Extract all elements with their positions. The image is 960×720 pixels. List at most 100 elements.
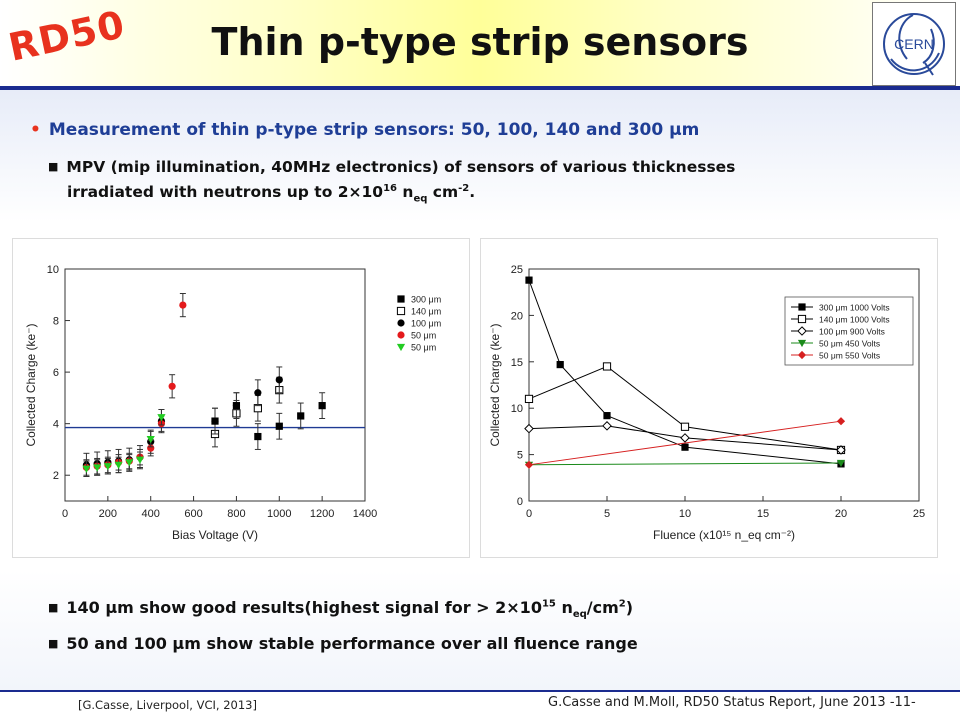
legend-marker: [797, 314, 807, 324]
legend-label: 140 μm 1000 Volts: [819, 315, 890, 325]
bullet-result-140-sub: eq: [572, 609, 587, 621]
y-tick-label: 6: [53, 367, 59, 379]
square-bullet-icon: ■: [48, 160, 59, 173]
x-tick-label: 15: [757, 508, 769, 520]
legend-label: 50 μm 450 Volts: [819, 339, 880, 349]
x-tick-label: 1200: [310, 508, 334, 520]
series-line: [528, 425, 842, 451]
legend-marker: [397, 295, 405, 303]
data-point: [602, 421, 612, 431]
title-divider: [0, 86, 960, 90]
x-tick-label: 1400: [353, 508, 377, 520]
data-point: [836, 417, 846, 426]
data-point: [297, 412, 305, 420]
data-point: [168, 382, 176, 390]
y-tick-label: 10: [511, 403, 523, 415]
bullet-sub-mpv-exp: 16: [383, 183, 397, 194]
data-point: [125, 459, 134, 467]
data-point: [681, 443, 689, 451]
bullet-result-140-end: ): [625, 598, 634, 617]
legend-marker: [396, 343, 406, 352]
data-point: [179, 301, 187, 309]
legend-label: 300 μm 1000 Volts: [819, 303, 890, 313]
x-tick-label: 400: [142, 508, 160, 520]
data-point: [556, 360, 564, 369]
data-point: [602, 362, 612, 371]
x-tick-label: 0: [62, 508, 68, 520]
bullet-sub-mpv-n: n: [397, 183, 414, 202]
x-tick-label: 25: [913, 508, 925, 520]
data-point: [146, 436, 155, 444]
bullet-sub-mpv-dot: .: [469, 183, 476, 202]
data-point: [93, 464, 102, 472]
bullet-result-stable-text: 50 and 100 μm show stable performance ov…: [66, 634, 638, 653]
data-point: [524, 460, 534, 469]
data-point: [525, 276, 533, 284]
legend-marker: [396, 306, 406, 316]
data-point: [103, 463, 112, 471]
legend-marker: [798, 303, 806, 311]
y-tick-label: 2: [53, 470, 59, 482]
bullet-sub-mpv-exp2: -2: [458, 183, 470, 194]
data-point: [254, 432, 262, 441]
data-point: [603, 412, 611, 420]
bullet-result-140: ■ 140 μm show good results(highest signal…: [48, 598, 633, 620]
series-line: [528, 420, 842, 466]
chart-bias-voltage: 0 200 400 600 800 1000 1200 1400 2 4 6 8 10 Bias Volt…: [24, 264, 441, 542]
data-point: [275, 422, 283, 430]
y-tick-label: 0: [517, 496, 523, 508]
data-point: [114, 461, 123, 470]
legend-label: 50 μm: [411, 343, 436, 353]
chart-panel-voltage: 0 200 400 600 800 1000 1200 1400 2 4 6 8 10 Bias Volt…: [12, 238, 470, 558]
data-point: [836, 459, 846, 468]
footer-divider: [0, 690, 960, 692]
legend-marker: [797, 339, 807, 348]
legend-label: 50 μm 550 Volts: [819, 351, 880, 361]
data-point: [147, 444, 155, 452]
bullet-result-140-pre: 140 μm show good results(highest signal …: [66, 598, 542, 617]
footer-report: G.Casse and M.Moll, RD50 Status Report, …: [548, 695, 916, 710]
data-point: [275, 376, 283, 384]
x-tick-label: 200: [99, 508, 117, 520]
data-point: [836, 445, 846, 455]
legend-label: 50 μm: [411, 331, 436, 341]
bullet-sub-mpv-line2-pre: irradiated with neutrons up to 2×10: [67, 183, 384, 202]
y-tick-label: 5: [517, 450, 523, 462]
plot-frame: [64, 268, 366, 502]
x-tick-label: 20: [835, 508, 847, 520]
bullet-sub-mpv-line1: MPV (mip illumination, 40MHz electronics…: [66, 158, 736, 176]
data-point: [82, 465, 91, 473]
data-point: [254, 389, 262, 397]
y-tick-label: 10: [47, 264, 59, 276]
data-point: [318, 402, 326, 410]
x-tick-label: 5: [604, 508, 610, 520]
x-axis-label: Bias Voltage (V): [172, 528, 258, 542]
legend-marker: [797, 326, 807, 336]
y-tick-label: 8: [53, 316, 59, 328]
y-tick-label: 4: [53, 419, 59, 431]
y-axis-label: Collected Charge (ke⁻): [24, 323, 38, 446]
title-bar: [0, 0, 960, 88]
bullet-result-140-exp2: 2: [618, 598, 626, 610]
series-line: [528, 365, 842, 451]
legend-label: 100 μm 900 Volts: [819, 327, 885, 337]
bullet-dot-icon: •: [30, 120, 41, 140]
y-axis-label: Collected Charge (ke⁻): [488, 323, 502, 446]
square-bullet-icon: ■: [48, 637, 59, 650]
slide-title: Thin p-type strip sensors: [211, 20, 749, 64]
y-tick-label: 25: [511, 264, 523, 276]
x-tick-label: 800: [227, 508, 245, 520]
plot-frame: [528, 268, 920, 502]
x-tick-label: 0: [526, 508, 532, 520]
series-line: [528, 462, 842, 466]
bullet-sub-mpv: ■ MPV (mip illumination, 40MHz electronic…: [48, 156, 928, 210]
chart-fluence: 0 5 10 15 20 25 0 5 10 15 20 25 Fluence (x10¹⁵ n_eq …: [488, 264, 925, 542]
legend-label: 140 μm: [411, 307, 441, 317]
bullet-main-text: Measurement of thin p-type strip sensors…: [48, 120, 700, 140]
bullet-main: • Measurement of thin p-type strip sensor…: [30, 120, 699, 140]
data-point: [680, 422, 690, 431]
data-point: [524, 394, 534, 404]
bullet-result-stable: ■ 50 and 100 μm show stable performance o…: [48, 634, 638, 653]
legend-marker: [397, 331, 405, 339]
x-axis-label: Fluence (x10¹⁵ n_eq cm⁻²): [653, 528, 795, 542]
